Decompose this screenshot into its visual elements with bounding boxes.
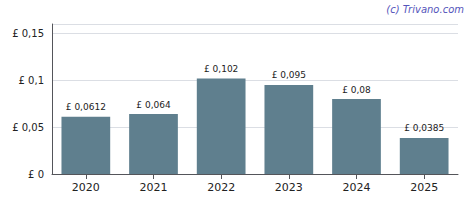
- svg-text:£ 0,1: £ 0,1: [19, 75, 44, 86]
- svg-text:£ 0,15: £ 0,15: [12, 28, 44, 39]
- svg-text:£ 0,08: £ 0,08: [342, 85, 371, 95]
- svg-text:2024: 2024: [343, 181, 371, 194]
- svg-text:£ 0,0385: £ 0,0385: [404, 123, 444, 133]
- svg-text:2022: 2022: [207, 181, 235, 194]
- svg-text:£ 0,064: £ 0,064: [136, 100, 171, 110]
- svg-text:£ 0,102: £ 0,102: [204, 64, 238, 74]
- svg-text:£ 0,05: £ 0,05: [12, 122, 44, 133]
- svg-text:(c) Trivano.com: (c) Trivano.com: [386, 4, 464, 15]
- svg-text:£ 0,0612: £ 0,0612: [66, 102, 106, 112]
- svg-text:£ 0: £ 0: [28, 169, 44, 180]
- svg-text:£ 0,095: £ 0,095: [272, 70, 306, 80]
- svg-text:2020: 2020: [72, 181, 100, 194]
- svg-text:2025: 2025: [410, 181, 438, 194]
- svg-text:2021: 2021: [140, 181, 168, 194]
- svg-text:2023: 2023: [275, 181, 303, 194]
